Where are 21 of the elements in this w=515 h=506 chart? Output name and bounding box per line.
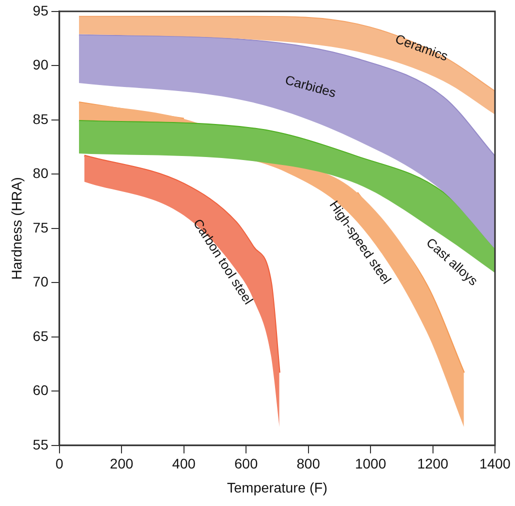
y-tick-label: 70 xyxy=(32,274,49,290)
y-tick-label: 80 xyxy=(32,165,49,182)
x-tick-label: 200 xyxy=(110,456,134,472)
y-tick-label: 85 xyxy=(32,110,49,127)
x-tick-label: 600 xyxy=(234,456,258,472)
y-axis-title: Hardness (HRA) xyxy=(8,177,24,280)
x-tick-label: 800 xyxy=(296,456,320,472)
y-tick-label: 95 xyxy=(32,2,49,18)
y-tick-label: 65 xyxy=(32,328,49,344)
y-tick-label: 75 xyxy=(32,219,49,236)
text: Carbides xyxy=(284,72,338,100)
y-tick-label: 55 xyxy=(32,436,49,452)
y-tick-label: 60 xyxy=(32,382,49,398)
line-series xyxy=(83,154,280,374)
x-tick-label: 1400 xyxy=(479,456,511,472)
x-tick-label: 1000 xyxy=(354,456,386,472)
y-tick-label: 90 xyxy=(32,56,49,73)
x-axis-title: Temperature (F) xyxy=(227,479,328,496)
x-tick-label: 1200 xyxy=(417,456,449,472)
x-tick-label: 0 xyxy=(55,456,64,472)
x-tick-label: 400 xyxy=(172,456,196,472)
